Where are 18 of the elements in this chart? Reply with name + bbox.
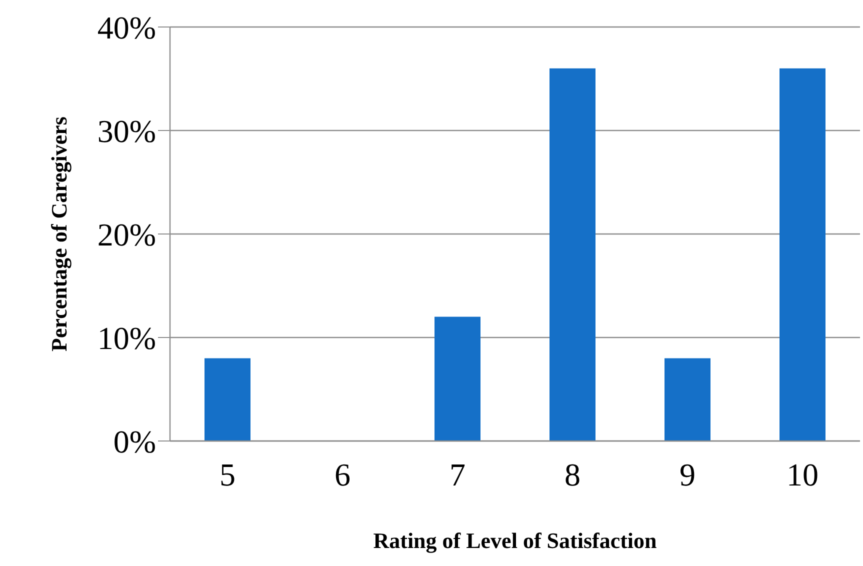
x-tick-label: 10 <box>786 456 818 493</box>
x-tick-label: 9 <box>680 456 696 493</box>
x-tick-label: 5 <box>220 456 236 493</box>
y-tick-label: 30% <box>97 112 156 149</box>
bar <box>204 358 250 441</box>
x-tick-label: 8 <box>564 456 580 493</box>
x-tick-label: 7 <box>450 456 466 493</box>
x-tick-label: 6 <box>334 456 350 493</box>
y-axis-title: Percentage of Caregivers <box>46 116 72 352</box>
bar <box>664 358 710 441</box>
bar <box>434 316 480 441</box>
y-tick-label: 10% <box>97 320 156 356</box>
y-tick-label: 40% <box>97 9 156 46</box>
y-tick-label: 0% <box>113 423 156 460</box>
y-tick-label: 20% <box>97 216 156 252</box>
bar <box>550 68 596 441</box>
x-axis-title: Rating of Level of Satisfaction <box>373 528 657 553</box>
bar <box>780 68 826 441</box>
